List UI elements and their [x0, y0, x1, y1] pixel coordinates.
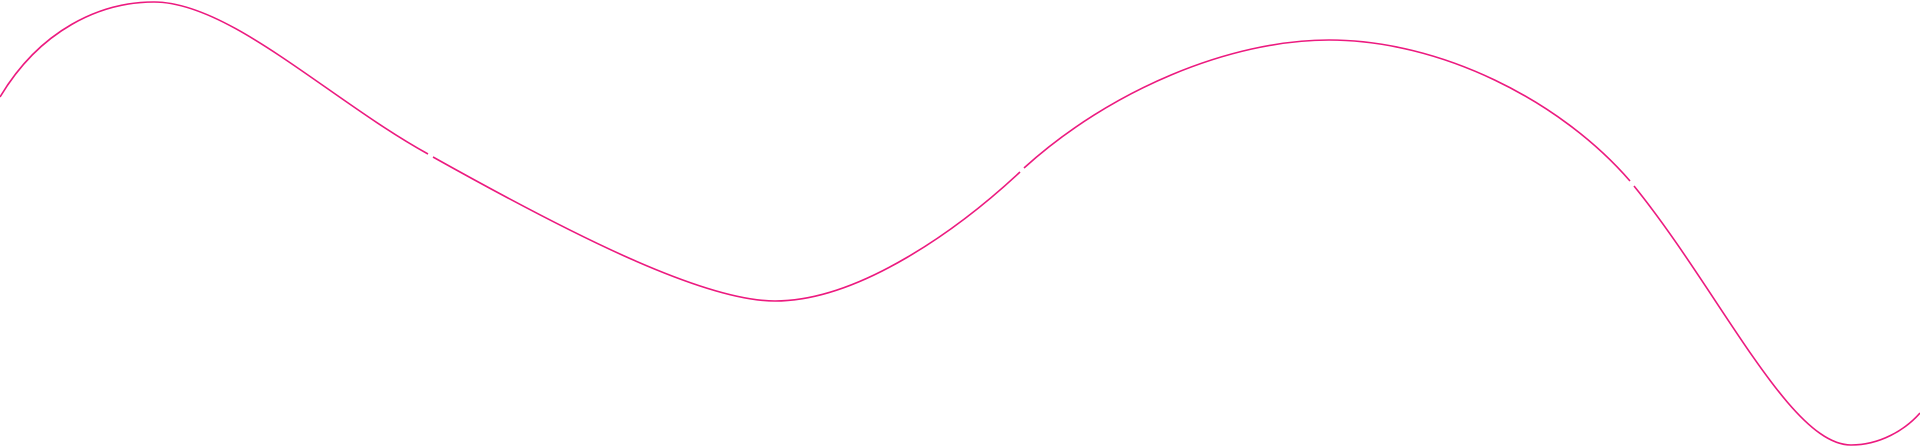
wave-segment [0, 1, 429, 155]
wave-segment [432, 156, 1021, 302]
wave-segment [1023, 39, 1631, 182]
wave-segment [1633, 185, 1920, 446]
